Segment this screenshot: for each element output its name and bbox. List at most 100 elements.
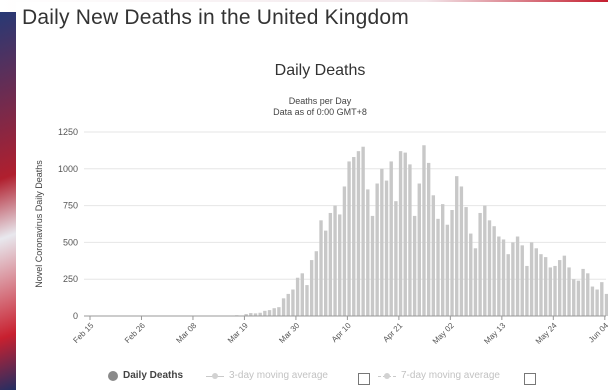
page-title: Daily New Deaths in the United Kingdom [22,6,409,29]
chart-title: Daily Deaths [274,62,366,79]
x-tick-label: Feb 26 [123,321,147,345]
chart-subtitle-as-of: Data as of 0:00 GMT+8 [273,107,367,117]
bar [562,255,567,316]
x-tick-label: Mar 19 [226,321,250,345]
bar [309,260,314,316]
bar [314,251,319,316]
x-tick-label: Jun 04 [587,321,608,345]
bar [267,310,272,316]
chart-subtitle: Deaths per Day [288,96,352,106]
bar [361,146,365,316]
x-tick-label: Mar 30 [277,321,301,345]
bar [581,268,585,316]
legend-item-3day-avg[interactable]: 3-day moving average [206,370,328,381]
bar [478,212,482,316]
bar [455,176,459,316]
legend-3day-avg-label: 3-day moving average [229,370,328,381]
bar [515,236,520,316]
bar [295,277,300,316]
bar [586,273,590,316]
legend-3day-avg-checkbox[interactable] [358,373,370,385]
bar [403,152,407,316]
x-tick-label: Feb 15 [71,321,95,345]
bar [595,289,599,316]
bar [253,313,258,316]
bar [263,310,267,316]
bar [469,233,473,316]
bar [506,254,510,316]
x-tick-label: Apr 21 [381,321,404,344]
bar [529,242,534,316]
bar [464,207,468,316]
y-tick-label-750: 750 [63,201,78,211]
bar [244,314,248,316]
bar [249,313,253,316]
chart-panel [16,2,608,390]
bar [352,157,356,316]
bar [422,145,426,316]
bar [520,245,524,316]
bar [590,286,595,316]
bar [497,236,501,316]
bar [441,204,445,316]
bar [483,205,487,316]
x-tick-label: Apr 10 [330,321,353,344]
bar [258,312,262,316]
bar [501,239,506,316]
y-tick-label-250: 250 [63,274,78,284]
chart-legend: Daily Deaths 3-day moving average 7-day … [0,366,608,386]
legend-daily-deaths-label: Daily Deaths [123,370,184,381]
bar [272,308,276,316]
bar [281,298,286,316]
bar [277,307,281,316]
bar [305,285,309,316]
bar [370,215,375,316]
x-tick-label: May 02 [431,321,456,346]
bar [548,267,553,316]
bar [384,180,389,316]
bar [342,186,347,316]
bar [319,220,323,316]
bar [450,210,454,316]
bar [431,195,436,316]
bar [333,205,337,316]
bar [412,215,417,316]
bar [356,151,361,316]
x-tick-label: Mar 08 [174,321,198,345]
bar [553,265,557,316]
bar [600,282,604,316]
legend-daily-deaths-marker [108,370,118,381]
bar [492,226,496,316]
bar [445,224,450,316]
bar [347,161,351,316]
y-tick-label-500: 500 [63,237,78,247]
bar [534,248,538,316]
bar [338,214,342,316]
bar [543,257,548,316]
y-tick-label-1250: 1250 [58,127,78,137]
bar [300,273,304,316]
bar [487,220,492,316]
bar [291,289,295,316]
y-tick-label-1000: 1000 [58,164,78,174]
bar [375,183,379,316]
bar [436,218,440,316]
bar [576,280,581,316]
bar [558,260,562,316]
bar [328,212,333,316]
y-tick-label-0: 0 [73,311,78,321]
bar [286,293,290,316]
bar [604,293,608,316]
bar [417,183,421,316]
bar [366,189,370,316]
legend-7day-avg-marker [378,371,396,381]
legend-item-daily-deaths[interactable]: Daily Deaths [108,370,183,381]
bar [459,186,464,316]
bar [567,267,571,316]
legend-7day-avg-label: 7-day moving average [401,370,500,381]
x-tick-label: May 13 [482,321,507,346]
legend-item-7day-avg[interactable]: 7-day moving average [378,370,500,381]
bar [408,164,412,316]
legend-7day-avg-checkbox[interactable] [524,373,536,385]
bar [394,201,398,316]
